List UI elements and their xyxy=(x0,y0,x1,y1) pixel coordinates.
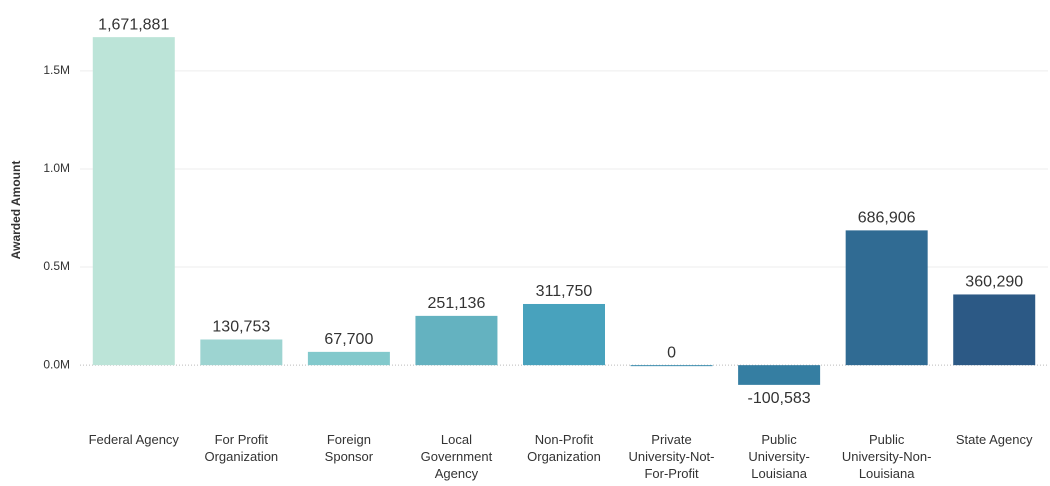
x-tick-label: Non-Profit Organization xyxy=(527,432,601,464)
bar xyxy=(92,37,175,366)
x-tick-label: Public University-Non-Louisiana xyxy=(841,432,932,481)
y-tick-label: 1.5M xyxy=(43,63,70,77)
x-tick-label: State Agency xyxy=(955,432,1033,447)
bar xyxy=(953,294,1036,366)
x-tick-label: Public University-Louisiana xyxy=(748,432,810,481)
bar xyxy=(523,303,605,366)
y-axis-title: Awarded Amount xyxy=(9,161,23,260)
value-label: 1,671,881 xyxy=(98,16,169,33)
x-tick-label: Private University-Not-For-Profit xyxy=(628,432,715,481)
value-label: 130,753 xyxy=(212,319,270,336)
bar xyxy=(415,315,498,366)
bar xyxy=(307,351,390,366)
value-label: 686,906 xyxy=(858,210,916,227)
y-tick-label: 1.0M xyxy=(43,161,70,175)
value-label: -100,583 xyxy=(748,390,811,407)
bar xyxy=(200,339,283,366)
value-label: 311,750 xyxy=(536,283,593,300)
x-tick-label: Foreign Sponsor xyxy=(324,432,374,464)
x-tick-label: Federal Agency xyxy=(88,432,179,447)
x-tick-label: For Profit Organization xyxy=(204,432,279,464)
y-tick-label: 0.5M xyxy=(43,259,70,273)
value-label: 0 xyxy=(667,344,676,361)
bar xyxy=(738,365,821,385)
y-tick-label: 0.0M xyxy=(43,357,70,371)
value-label: 360,290 xyxy=(965,274,1023,291)
bar xyxy=(845,230,928,366)
x-tick-label: Local Government Agency xyxy=(420,432,493,481)
value-label: 67,700 xyxy=(324,331,373,348)
value-label: 251,136 xyxy=(428,295,486,312)
bar xyxy=(630,365,713,367)
